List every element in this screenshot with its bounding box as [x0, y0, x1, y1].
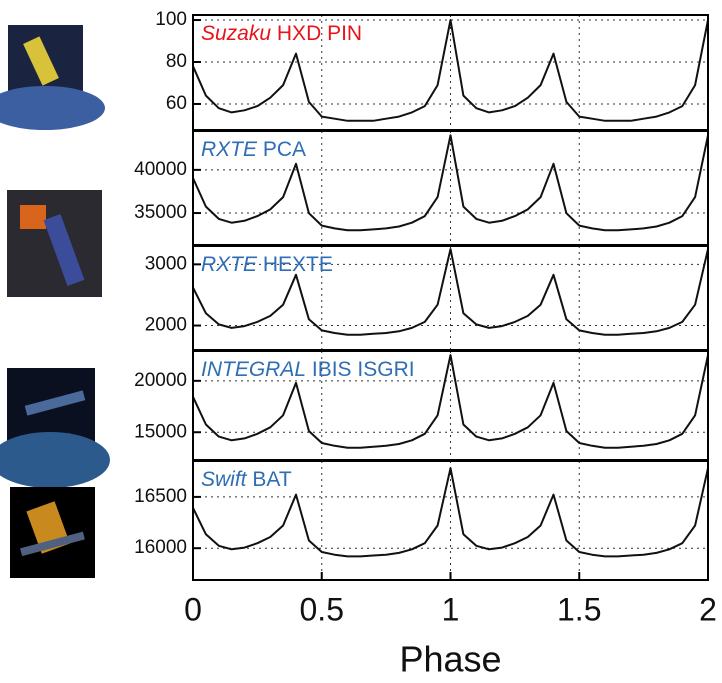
y-tick-label: 16500	[134, 486, 187, 507]
panel-title: RXTE PCA	[201, 138, 306, 161]
satellite-image	[0, 25, 105, 130]
instrument-name: HEXTE	[263, 253, 333, 276]
y-tick-label: 40000	[134, 159, 187, 180]
x-tick-label: 0	[184, 591, 202, 627]
pulse-profile	[192, 19, 709, 122]
mission-name: INTEGRAL	[201, 358, 306, 381]
instrument-name: PCA	[263, 138, 306, 161]
mission-name: RXTE	[201, 253, 258, 276]
pulse-profile	[192, 248, 709, 336]
y-tick-label: 100	[155, 9, 187, 30]
pulse-profile	[192, 134, 709, 232]
plots: 60 80 100 Suzaku HXD PIN 35000 40000 RXTE PCA 2…	[134, 9, 717, 679]
mission-name: RXTE	[201, 138, 258, 161]
instrument-name: HXD PIN	[277, 22, 362, 45]
y-tick-label: 3000	[145, 253, 187, 274]
x-tick-label: 1.5	[557, 591, 601, 627]
x-tick-label: 1	[442, 591, 460, 627]
mission-name: Swift	[201, 468, 248, 491]
panel-title: Suzaku HXD PIN	[201, 22, 362, 45]
y-tick-label: 2000	[145, 315, 187, 336]
instrument-name: BAT	[252, 468, 291, 491]
y-tick-label: 15000	[134, 421, 187, 442]
y-tick-label: 20000	[134, 370, 187, 391]
satellite-image	[0, 368, 110, 488]
instrument-name: IBIS ISGRI	[312, 358, 415, 381]
y-tick-label: 60	[166, 93, 187, 114]
panel-title: RXTE HEXTE	[201, 253, 333, 276]
x-axis-label: Phase	[399, 639, 501, 680]
panel-title: INTEGRAL IBIS ISGRI	[201, 358, 415, 381]
panel-title: Swift BAT	[201, 468, 292, 491]
y-tick-label: 16000	[134, 537, 187, 558]
pulse-profile	[192, 467, 709, 558]
x-tick-label: 2	[699, 591, 717, 627]
mission-name: Suzaku	[201, 22, 271, 45]
y-tick-label: 35000	[134, 202, 187, 223]
satellite-image	[10, 487, 95, 578]
y-tick-label: 80	[166, 51, 187, 72]
satellite-image	[7, 190, 102, 297]
pulse-profile	[192, 354, 709, 449]
x-tick-label: 0.5	[300, 591, 344, 627]
